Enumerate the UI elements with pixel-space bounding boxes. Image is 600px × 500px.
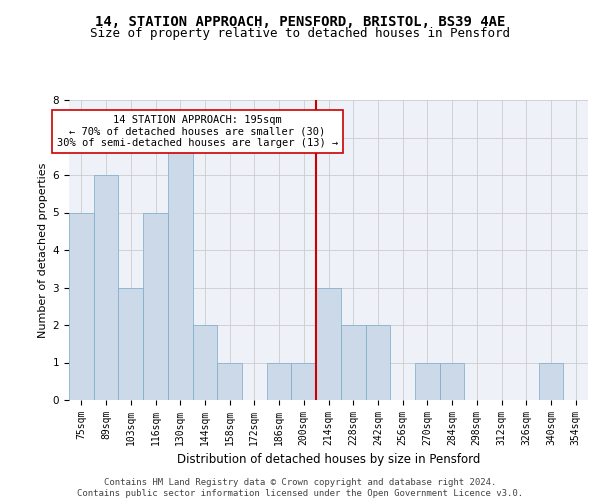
Bar bbox=[341, 325, 365, 400]
Bar bbox=[539, 362, 563, 400]
Bar bbox=[217, 362, 242, 400]
Bar bbox=[193, 325, 217, 400]
Bar bbox=[69, 212, 94, 400]
Y-axis label: Number of detached properties: Number of detached properties bbox=[38, 162, 49, 338]
Text: Size of property relative to detached houses in Pensford: Size of property relative to detached ho… bbox=[90, 28, 510, 40]
Bar bbox=[168, 138, 193, 400]
Bar bbox=[316, 288, 341, 400]
Text: 14 STATION APPROACH: 195sqm
← 70% of detached houses are smaller (30)
30% of sem: 14 STATION APPROACH: 195sqm ← 70% of det… bbox=[57, 115, 338, 148]
Bar bbox=[118, 288, 143, 400]
Bar bbox=[440, 362, 464, 400]
Text: 14, STATION APPROACH, PENSFORD, BRISTOL, BS39 4AE: 14, STATION APPROACH, PENSFORD, BRISTOL,… bbox=[95, 15, 505, 29]
Bar bbox=[143, 212, 168, 400]
Bar bbox=[415, 362, 440, 400]
Bar bbox=[94, 175, 118, 400]
X-axis label: Distribution of detached houses by size in Pensford: Distribution of detached houses by size … bbox=[177, 454, 480, 466]
Bar bbox=[292, 362, 316, 400]
Text: Contains HM Land Registry data © Crown copyright and database right 2024.
Contai: Contains HM Land Registry data © Crown c… bbox=[77, 478, 523, 498]
Bar bbox=[267, 362, 292, 400]
Bar bbox=[365, 325, 390, 400]
